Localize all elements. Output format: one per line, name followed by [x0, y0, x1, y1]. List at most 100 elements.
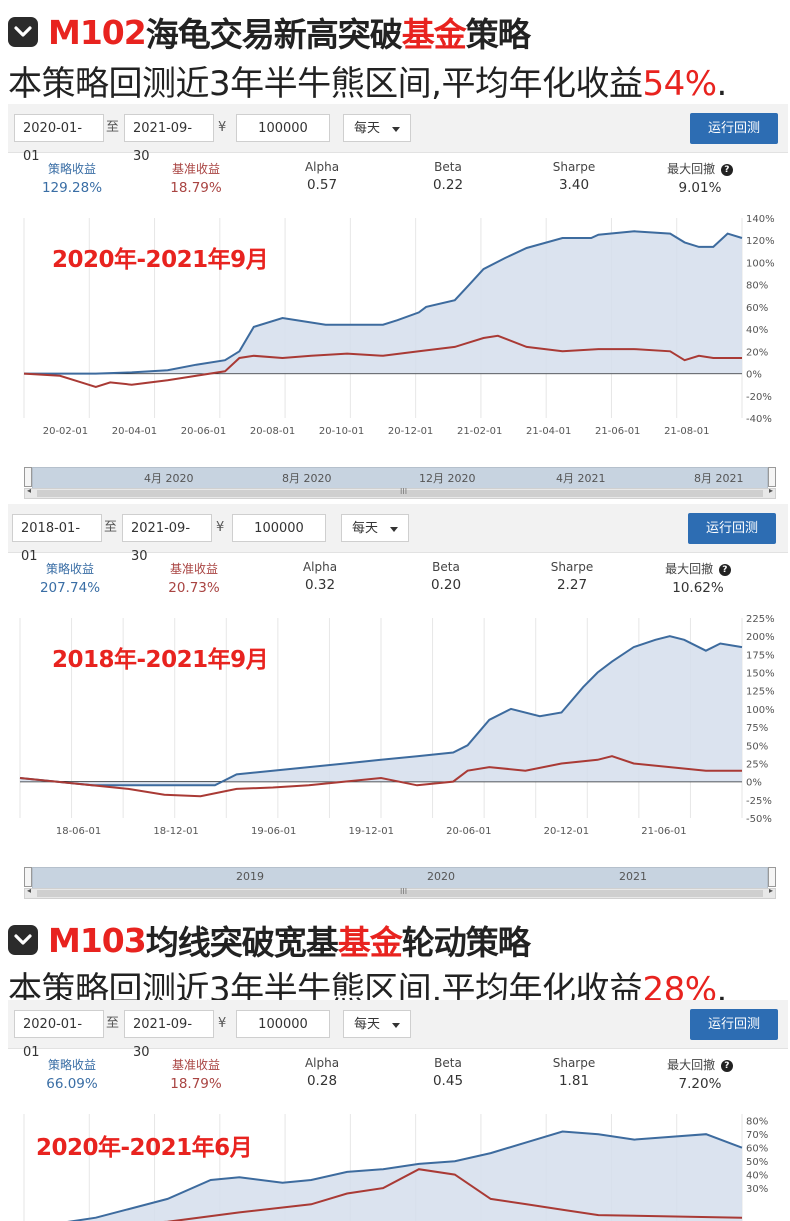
start-date-input[interactable]: 2020-01-01	[14, 1010, 104, 1060]
equity-chart: 80% 70% 60% 50% 40% 30%	[23, 1114, 768, 1221]
y-tick-label: -20%	[746, 392, 772, 403]
strategy-line	[24, 230, 743, 375]
x-tick-label: 21-06-01	[641, 826, 686, 837]
navigator-label: 2021	[619, 870, 647, 883]
alpha-label: Alpha	[304, 1056, 340, 1070]
strategy-title: 海龟交易新高突破	[145, 15, 403, 54]
to-label: 至	[106, 120, 120, 135]
y-tick-label: -40%	[746, 414, 772, 425]
navigator-right-handle[interactable]	[768, 467, 776, 487]
period-label: 2020年-2021年6月	[36, 1135, 253, 1161]
run-backtest-button[interactable]: 运行回测	[688, 513, 776, 544]
sharpe-value: 3.40	[558, 177, 590, 193]
y-tick-label: 100%	[746, 705, 775, 716]
x-tick-label: 20-06-01	[446, 826, 491, 837]
chevron-down-icon	[8, 925, 38, 955]
end-date-input[interactable]: 2021-09-30	[124, 114, 214, 164]
end-date-input[interactable]: 2021-09-30	[124, 1010, 214, 1060]
annual-return: 54%	[642, 64, 717, 104]
strategy-return-label: 策略收益	[47, 162, 96, 176]
y-tick-label: 225%	[746, 614, 775, 625]
navigator-right-handle[interactable]	[768, 867, 776, 887]
sharpe-label: Sharpe	[552, 1056, 596, 1070]
strategy-title: 均线突破宽基	[145, 923, 339, 962]
frequency-select[interactable]: 每天	[343, 1010, 411, 1038]
currency-symbol: ¥	[218, 1016, 227, 1031]
navigator[interactable]: 2019 2020 2021 ◂ III ▸	[24, 864, 776, 900]
navigator-left-handle[interactable]	[24, 467, 32, 487]
start-date-input[interactable]: 2018-01-01	[12, 514, 102, 564]
benchmark-return-label: 基准收益	[171, 162, 220, 176]
y-tick-label: 140%	[746, 214, 775, 225]
max-drawdown-label: 最大回撤 ?	[640, 160, 760, 177]
strategy-area	[20, 636, 742, 786]
backtest-panel-2: 2018-01-01 至 2021-09-30 ¥ 100000 每天 运行回测…	[8, 504, 788, 904]
capital-input[interactable]: 100000	[236, 114, 330, 142]
backtest-toolbar: 2020-01-01 至 2021-09-30 ¥ 100000 每天 运行回测	[8, 1000, 788, 1060]
chevron-down-icon	[8, 17, 38, 47]
navigator-left-handle[interactable]	[24, 867, 32, 887]
y-tick-label: -25%	[746, 796, 772, 807]
frequency-select[interactable]: 每天	[343, 114, 411, 142]
max-drawdown-value: 9.01%	[678, 180, 722, 196]
frequency-select[interactable]: 每天	[341, 514, 409, 542]
end-date-input[interactable]: 2021-09-30	[122, 514, 212, 564]
help-icon[interactable]: ?	[718, 564, 731, 576]
navigator[interactable]: 4月 2020 8月 2020 12月 2020 4月 2021 8月 2021…	[24, 464, 776, 500]
navigator-label: 2019	[236, 870, 264, 883]
frequency-value: 每天	[354, 121, 381, 136]
beta-label: Beta	[434, 1056, 462, 1070]
x-tick-label: 18-12-01	[153, 826, 198, 837]
navigator-scrollbar[interactable]: ◂ III ▸	[24, 486, 776, 499]
x-tick-label: 20-06-01	[181, 426, 226, 437]
y-tick-label: 50%	[746, 1157, 768, 1168]
y-tick-label: 200%	[746, 632, 775, 643]
section-summary-m102: 本策略回测近3年半牛熊区间,平均年化收益54%.	[8, 56, 727, 105]
benchmark-line	[23, 334, 742, 388]
run-backtest-button[interactable]: 运行回测	[690, 1009, 778, 1040]
start-date-input[interactable]: 2020-01-01	[14, 114, 104, 164]
navigator-track[interactable]	[32, 467, 768, 489]
benchmark-return-value: 18.79%	[170, 1076, 222, 1092]
equity-chart: 225% 200% 175% 150% 125% 100% 75% 50% 25% 0% -25% -…	[19, 614, 775, 837]
alpha-value: 0.32	[304, 577, 336, 593]
navigator-label: 8月 2020	[282, 472, 332, 485]
capital-input[interactable]: 100000	[236, 1010, 330, 1038]
section-heading-m102: M102 海龟交易新高突破 基金 策略	[8, 8, 531, 56]
summary-text: 本策略回测近3年半牛熊区间,平均年化收益	[8, 64, 643, 104]
strategy-return-value: 129.28%	[41, 180, 103, 196]
navigator-label: 4月 2021	[556, 472, 606, 485]
capital-input[interactable]: 100000	[232, 514, 326, 542]
y-tick-label: 175%	[746, 650, 775, 661]
y-tick-label: 70%	[746, 1130, 768, 1141]
alpha-value: 0.28	[306, 1073, 338, 1089]
help-icon[interactable]: ?	[720, 164, 733, 176]
grip-icon: III	[400, 887, 408, 896]
scroll-left-icon[interactable]: ◂	[27, 886, 32, 895]
scroll-right-icon[interactable]: ▸	[768, 886, 773, 895]
beta-value: 0.22	[432, 177, 464, 193]
equity-chart: 140% 120% 100% 80% 60% 40% 20% 0% -20% -40% 20-02-…	[23, 214, 775, 437]
navigator-track[interactable]	[32, 867, 768, 889]
currency-symbol: ¥	[218, 120, 227, 135]
navigator-scrollbar[interactable]: ◂ III ▸	[24, 886, 776, 899]
strategy-return-label: 策略收益	[45, 562, 94, 576]
stats-row: 策略收益 66.09% 基准收益 18.79% Alpha 0.28 Beta 0.45…	[8, 1050, 788, 1096]
strategy-title-end: 轮动策略	[401, 923, 531, 962]
strategy-title-highlight: 基金	[401, 15, 467, 54]
run-backtest-button[interactable]: 运行回测	[690, 113, 778, 144]
sharpe-value: 1.81	[558, 1073, 590, 1089]
max-drawdown-value: 7.20%	[678, 1076, 722, 1092]
scroll-left-icon[interactable]: ◂	[27, 486, 32, 495]
beta-value: 0.45	[432, 1073, 464, 1089]
scrollbar-thumb[interactable]	[37, 890, 763, 897]
alpha-value: 0.57	[306, 177, 338, 193]
scrollbar-thumb[interactable]	[37, 490, 763, 497]
y-tick-label: 100%	[746, 258, 775, 269]
help-icon[interactable]: ?	[720, 1060, 733, 1072]
max-drawdown-value: 10.62%	[672, 580, 724, 596]
scroll-right-icon[interactable]: ▸	[768, 486, 773, 495]
summary-period: .	[716, 64, 728, 104]
benchmark-return-value: 20.73%	[168, 580, 220, 596]
stats-row: 策略收益 129.28% 基准收益 18.79% Alpha 0.57 Beta 0.2…	[8, 154, 788, 200]
